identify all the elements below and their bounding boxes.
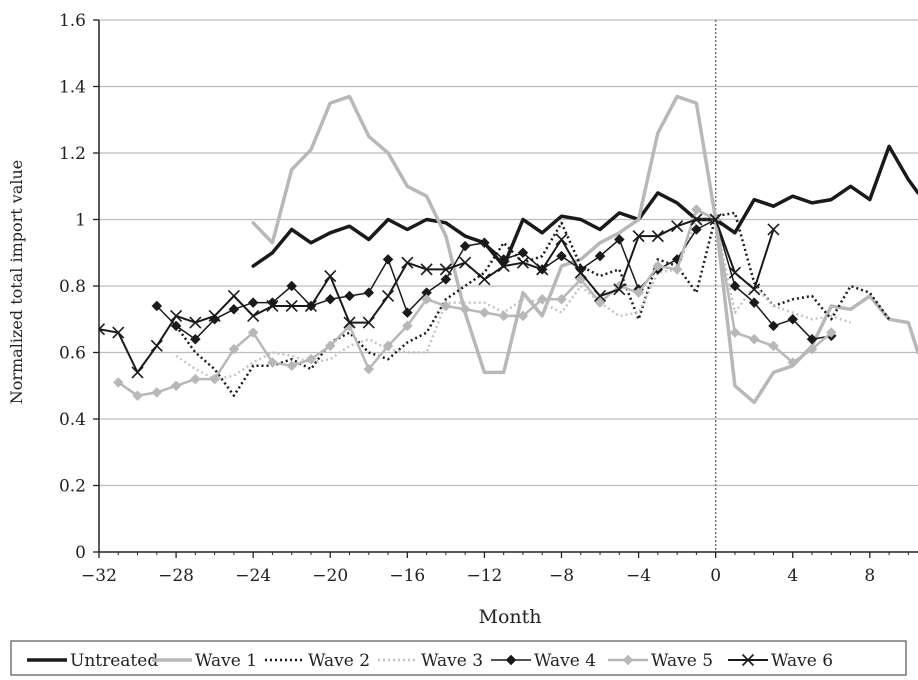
data-point-wave-4 [441, 274, 451, 284]
data-point-wave-4 [691, 224, 701, 234]
x-tick-label: −4 [626, 566, 651, 586]
y-tick-label: 1 [75, 211, 86, 231]
y-tick-label: 0.4 [59, 410, 86, 430]
x-tick-label: −28 [158, 566, 194, 586]
data-point-wave-4 [248, 298, 258, 308]
y-tick-label: 1.2 [59, 144, 86, 164]
legend: Untreated Wave 1 Wave 2 Wave 3 Wave 4 Wave 5 W… [11, 641, 906, 675]
x-tick-label: −24 [235, 566, 271, 586]
data-point-wave-5 [190, 374, 200, 384]
series-line-wave-6 [99, 220, 774, 373]
data-point-wave-6 [460, 257, 471, 268]
y-tick-label: 0 [75, 543, 86, 563]
data-point-wave-4 [325, 294, 335, 304]
data-point-wave-5 [691, 205, 701, 215]
legend-label: Wave 1 [195, 651, 257, 671]
data-point-wave-4 [556, 251, 566, 261]
y-tick-label: 1.4 [59, 78, 86, 98]
x-tick-label: −16 [389, 566, 425, 586]
data-point-wave-5 [152, 387, 162, 397]
x-tick-label: −20 [312, 566, 348, 586]
series-wave-1 [253, 97, 918, 403]
data-point-wave-6 [248, 310, 259, 321]
x-tick-label: −8 [549, 566, 574, 586]
legend-label: Wave 2 [308, 651, 370, 671]
data-point-wave-6 [768, 224, 779, 235]
y-tick-label: 1.6 [59, 11, 86, 31]
series-untreated [253, 146, 918, 266]
data-point-wave-6 [556, 234, 567, 245]
x-tick-label: −12 [466, 566, 502, 586]
series-line-untreated [253, 146, 918, 266]
y-tick-label: 0.8 [59, 277, 86, 297]
data-point-wave-5 [749, 334, 759, 344]
x-axis-label: Month [478, 606, 541, 628]
legend-label: Wave 3 [421, 651, 483, 671]
y-axis-label: Normalized total import value [7, 160, 26, 404]
data-point-wave-6 [325, 271, 336, 282]
data-point-wave-6 [479, 274, 490, 285]
x-tick-label: 0 [710, 566, 721, 586]
legend-label: Wave 5 [651, 651, 713, 671]
data-point-wave-5 [672, 264, 682, 274]
data-point-wave-6 [228, 290, 239, 301]
data-point-wave-6 [151, 340, 162, 351]
data-point-wave-6 [171, 310, 182, 321]
series-wave-6 [94, 214, 779, 378]
data-point-wave-6 [190, 317, 201, 328]
legend-label: Untreated [70, 651, 158, 671]
data-point-wave-5 [730, 328, 740, 338]
data-point-wave-4 [460, 241, 470, 251]
x-tick-label: 8 [864, 566, 875, 586]
legend-label: Wave 4 [534, 651, 596, 671]
data-point-wave-6 [672, 221, 683, 232]
legend-label: Wave 6 [771, 651, 833, 671]
data-point-wave-4 [229, 304, 239, 314]
data-point-wave-5 [171, 381, 181, 391]
y-tick-label: 0.6 [59, 344, 86, 364]
data-point-wave-4 [345, 291, 355, 301]
y-tick-label: 0.2 [59, 477, 86, 497]
series-lines [94, 97, 918, 403]
x-ticks: −32 −28 −24 −20 −16 −12 −8 −4 0 4 8 [81, 552, 908, 586]
data-point-wave-5 [499, 311, 509, 321]
x-tick-label: 4 [787, 566, 798, 586]
data-point-wave-5 [479, 308, 489, 318]
y-ticks: 0 0.2 0.4 0.6 0.8 1 1.2 1.4 1.6 [59, 11, 99, 563]
series-line-wave-1 [253, 97, 918, 403]
data-point-wave-4 [383, 254, 393, 264]
x-tick-label: −32 [81, 566, 117, 586]
data-point-wave-4 [364, 288, 374, 298]
data-point-wave-6 [132, 367, 143, 378]
data-point-wave-6 [402, 257, 413, 268]
data-point-wave-6 [383, 290, 394, 301]
